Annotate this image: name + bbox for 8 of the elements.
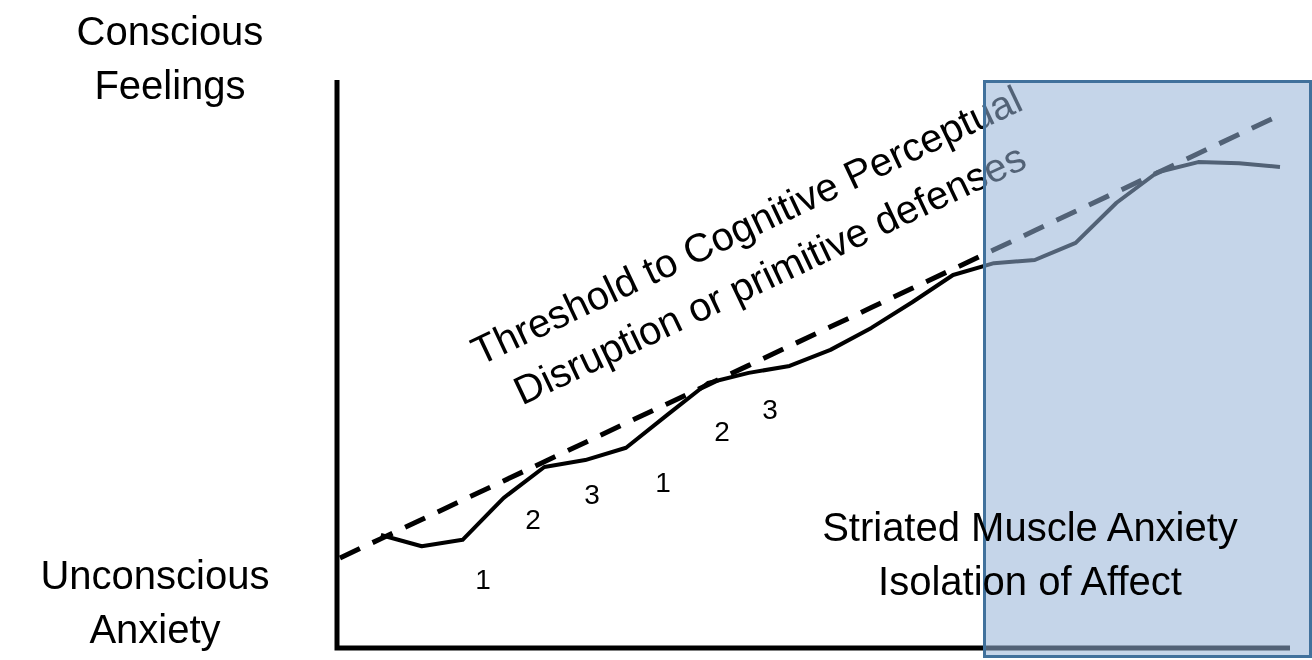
annotation: 2 <box>713 416 731 448</box>
text: Conscious Feelings <box>75 8 265 109</box>
text: Unconscious Anxiety <box>39 552 271 653</box>
annotation: 2 <box>524 504 542 536</box>
annotation: 3 <box>583 479 601 511</box>
annotation: 3 <box>761 394 779 426</box>
annotation: 1 <box>654 467 672 499</box>
annotation: 1 <box>474 564 492 596</box>
